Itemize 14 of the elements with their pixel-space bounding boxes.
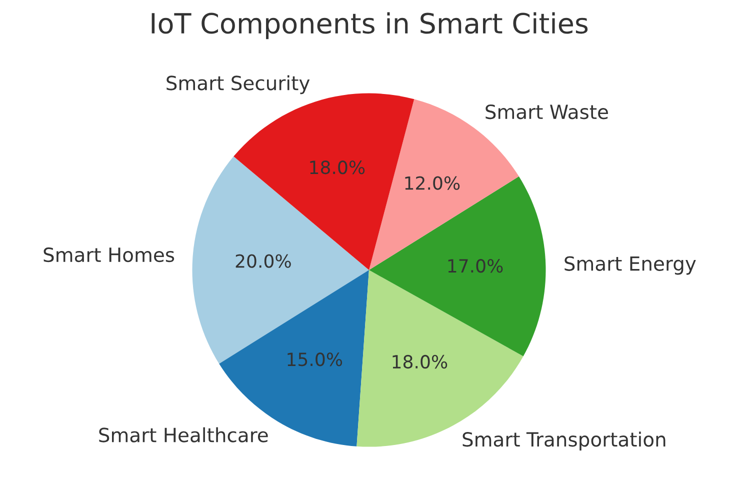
slice-label: Smart Homes	[44, 247, 174, 262]
slice-label: Smart Waste	[486, 104, 608, 120]
slice-label: Smart Healthcare	[99, 427, 268, 442]
slice-label: Smart Security	[166, 75, 310, 94]
chart-title: IoT Components in Smart Cities	[152, 12, 588, 40]
slice-label: Smart Energy	[564, 256, 696, 275]
slice-label: Smart Transportation	[462, 432, 666, 450]
data-label: 17.0%	[448, 259, 503, 273]
data-label: 20.0%	[236, 254, 291, 268]
data-label: 18.0%	[310, 160, 365, 174]
pie-slice	[369, 176, 546, 356]
data-label: 18.0%	[392, 354, 448, 369]
data-label: 15.0%	[288, 352, 342, 366]
data-label: 12.0%	[405, 176, 460, 190]
